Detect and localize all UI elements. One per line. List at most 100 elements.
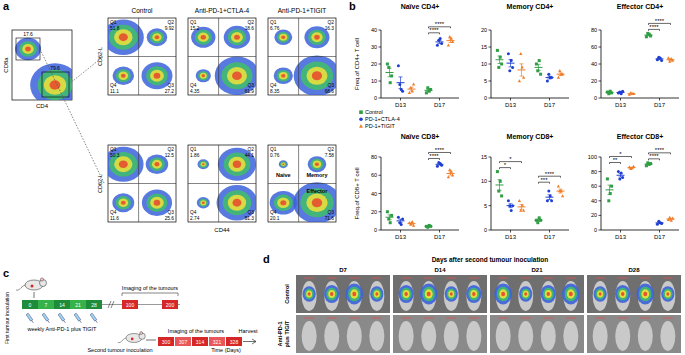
timeline-label: Imaging of the tumours <box>168 328 225 334</box>
mouse-image <box>347 321 362 351</box>
data-point <box>507 52 510 55</box>
ruler-mark <box>327 278 337 279</box>
population-density <box>198 159 210 169</box>
significance-label: **** <box>435 147 445 153</box>
y-tick <box>599 186 602 187</box>
quadrant-name: Q3 <box>248 210 255 215</box>
ruler-mark <box>349 318 359 319</box>
quadrant-name: Q1 <box>110 20 117 25</box>
mouse-image <box>541 281 556 311</box>
density-core <box>280 200 286 205</box>
ruler-mark <box>327 318 337 319</box>
error-cap <box>619 91 623 92</box>
mean-line <box>656 58 664 59</box>
data-point <box>508 69 511 72</box>
x-tick-label: D17 <box>544 102 556 108</box>
quadrant-line <box>268 56 336 57</box>
density-core <box>312 198 322 207</box>
x-tick-label: D17 <box>654 234 666 240</box>
x-tick <box>659 98 660 101</box>
density-core <box>228 157 245 172</box>
quadrant-value: 68.6 <box>325 89 335 94</box>
density-core <box>109 152 137 177</box>
error-cap <box>449 175 453 176</box>
syringe-barrel <box>26 313 33 321</box>
bioluminescence <box>499 289 507 298</box>
y-tick-label: 15 <box>481 154 487 160</box>
mean-line <box>557 74 565 75</box>
y-tick <box>599 47 602 48</box>
tumour <box>131 338 134 341</box>
day-label: D14 <box>434 267 446 273</box>
bioluminescence <box>519 286 532 302</box>
data-point <box>386 63 389 66</box>
error-stem <box>521 64 522 76</box>
error-cap <box>399 222 403 223</box>
density-core <box>200 73 207 79</box>
error-cap <box>427 91 431 92</box>
quadrant-value: 16.3 <box>325 26 335 31</box>
significance-label: **** <box>435 21 445 27</box>
bioluminescence <box>350 289 358 298</box>
error-cap <box>619 92 623 93</box>
error-cap <box>559 75 563 76</box>
error-cap <box>537 221 541 222</box>
image-content <box>494 278 579 311</box>
population-density <box>30 63 72 100</box>
data-point <box>511 66 514 69</box>
quadrant-value: 11.6 <box>110 216 119 221</box>
bioluminescence <box>565 287 577 302</box>
ruler-mark <box>498 278 508 279</box>
syringe-barrel <box>74 313 81 321</box>
quadrant-name: Q4 <box>270 210 277 215</box>
quadrant-value: 7.58 <box>325 153 335 158</box>
error-bar <box>410 223 414 225</box>
error-cap <box>399 76 403 77</box>
bioluminescence <box>466 285 481 303</box>
mouse-tail <box>16 285 25 290</box>
arrow <box>34 292 35 298</box>
data-point <box>389 81 392 84</box>
legend-marker <box>359 110 363 114</box>
bioluminescence <box>306 290 312 297</box>
bioluminescence <box>403 290 410 298</box>
bioluminescence <box>324 285 339 303</box>
quadrant-value: 9.92 <box>165 26 175 31</box>
error-stem <box>499 56 500 63</box>
y-tick <box>599 230 602 231</box>
quadrant-name: Q3 <box>328 83 335 88</box>
quadrant-name: Q2 <box>328 20 335 25</box>
y-tick-label: 20 <box>481 27 487 33</box>
quadrant-line <box>188 183 256 184</box>
chart: Memory CD4+05101520D13D17 <box>481 3 569 108</box>
density-core <box>152 160 162 169</box>
imaging-block <box>158 337 174 346</box>
error-cap <box>630 93 634 94</box>
quadrant-name: Q3 <box>168 210 175 215</box>
error-cap <box>449 42 453 43</box>
x-axis <box>601 98 679 99</box>
data-point <box>507 199 510 202</box>
x-tick <box>400 230 401 233</box>
bioluminescence <box>305 289 314 300</box>
flow-plot-marks <box>191 26 256 95</box>
syringe-icon <box>42 313 50 324</box>
population-density <box>293 182 336 222</box>
error-bar <box>658 58 662 60</box>
error-cap <box>608 91 612 92</box>
bioluminescence <box>470 290 477 298</box>
y-axis <box>491 157 492 230</box>
y-tick-label: 0 <box>594 95 597 101</box>
data-point <box>412 83 415 86</box>
population-density <box>108 147 144 182</box>
ruler-mark <box>595 278 605 279</box>
error-cap <box>630 168 634 169</box>
day-label: 0 <box>29 302 32 308</box>
y-tick <box>599 81 602 82</box>
column-title: Control <box>132 7 154 14</box>
ruler-mark <box>618 278 628 279</box>
column-title: Anti-PD-1+TIGIT <box>278 7 327 14</box>
quadrant-name: Q4 <box>110 210 117 215</box>
x-axis <box>381 98 459 99</box>
error-bar <box>498 56 502 63</box>
